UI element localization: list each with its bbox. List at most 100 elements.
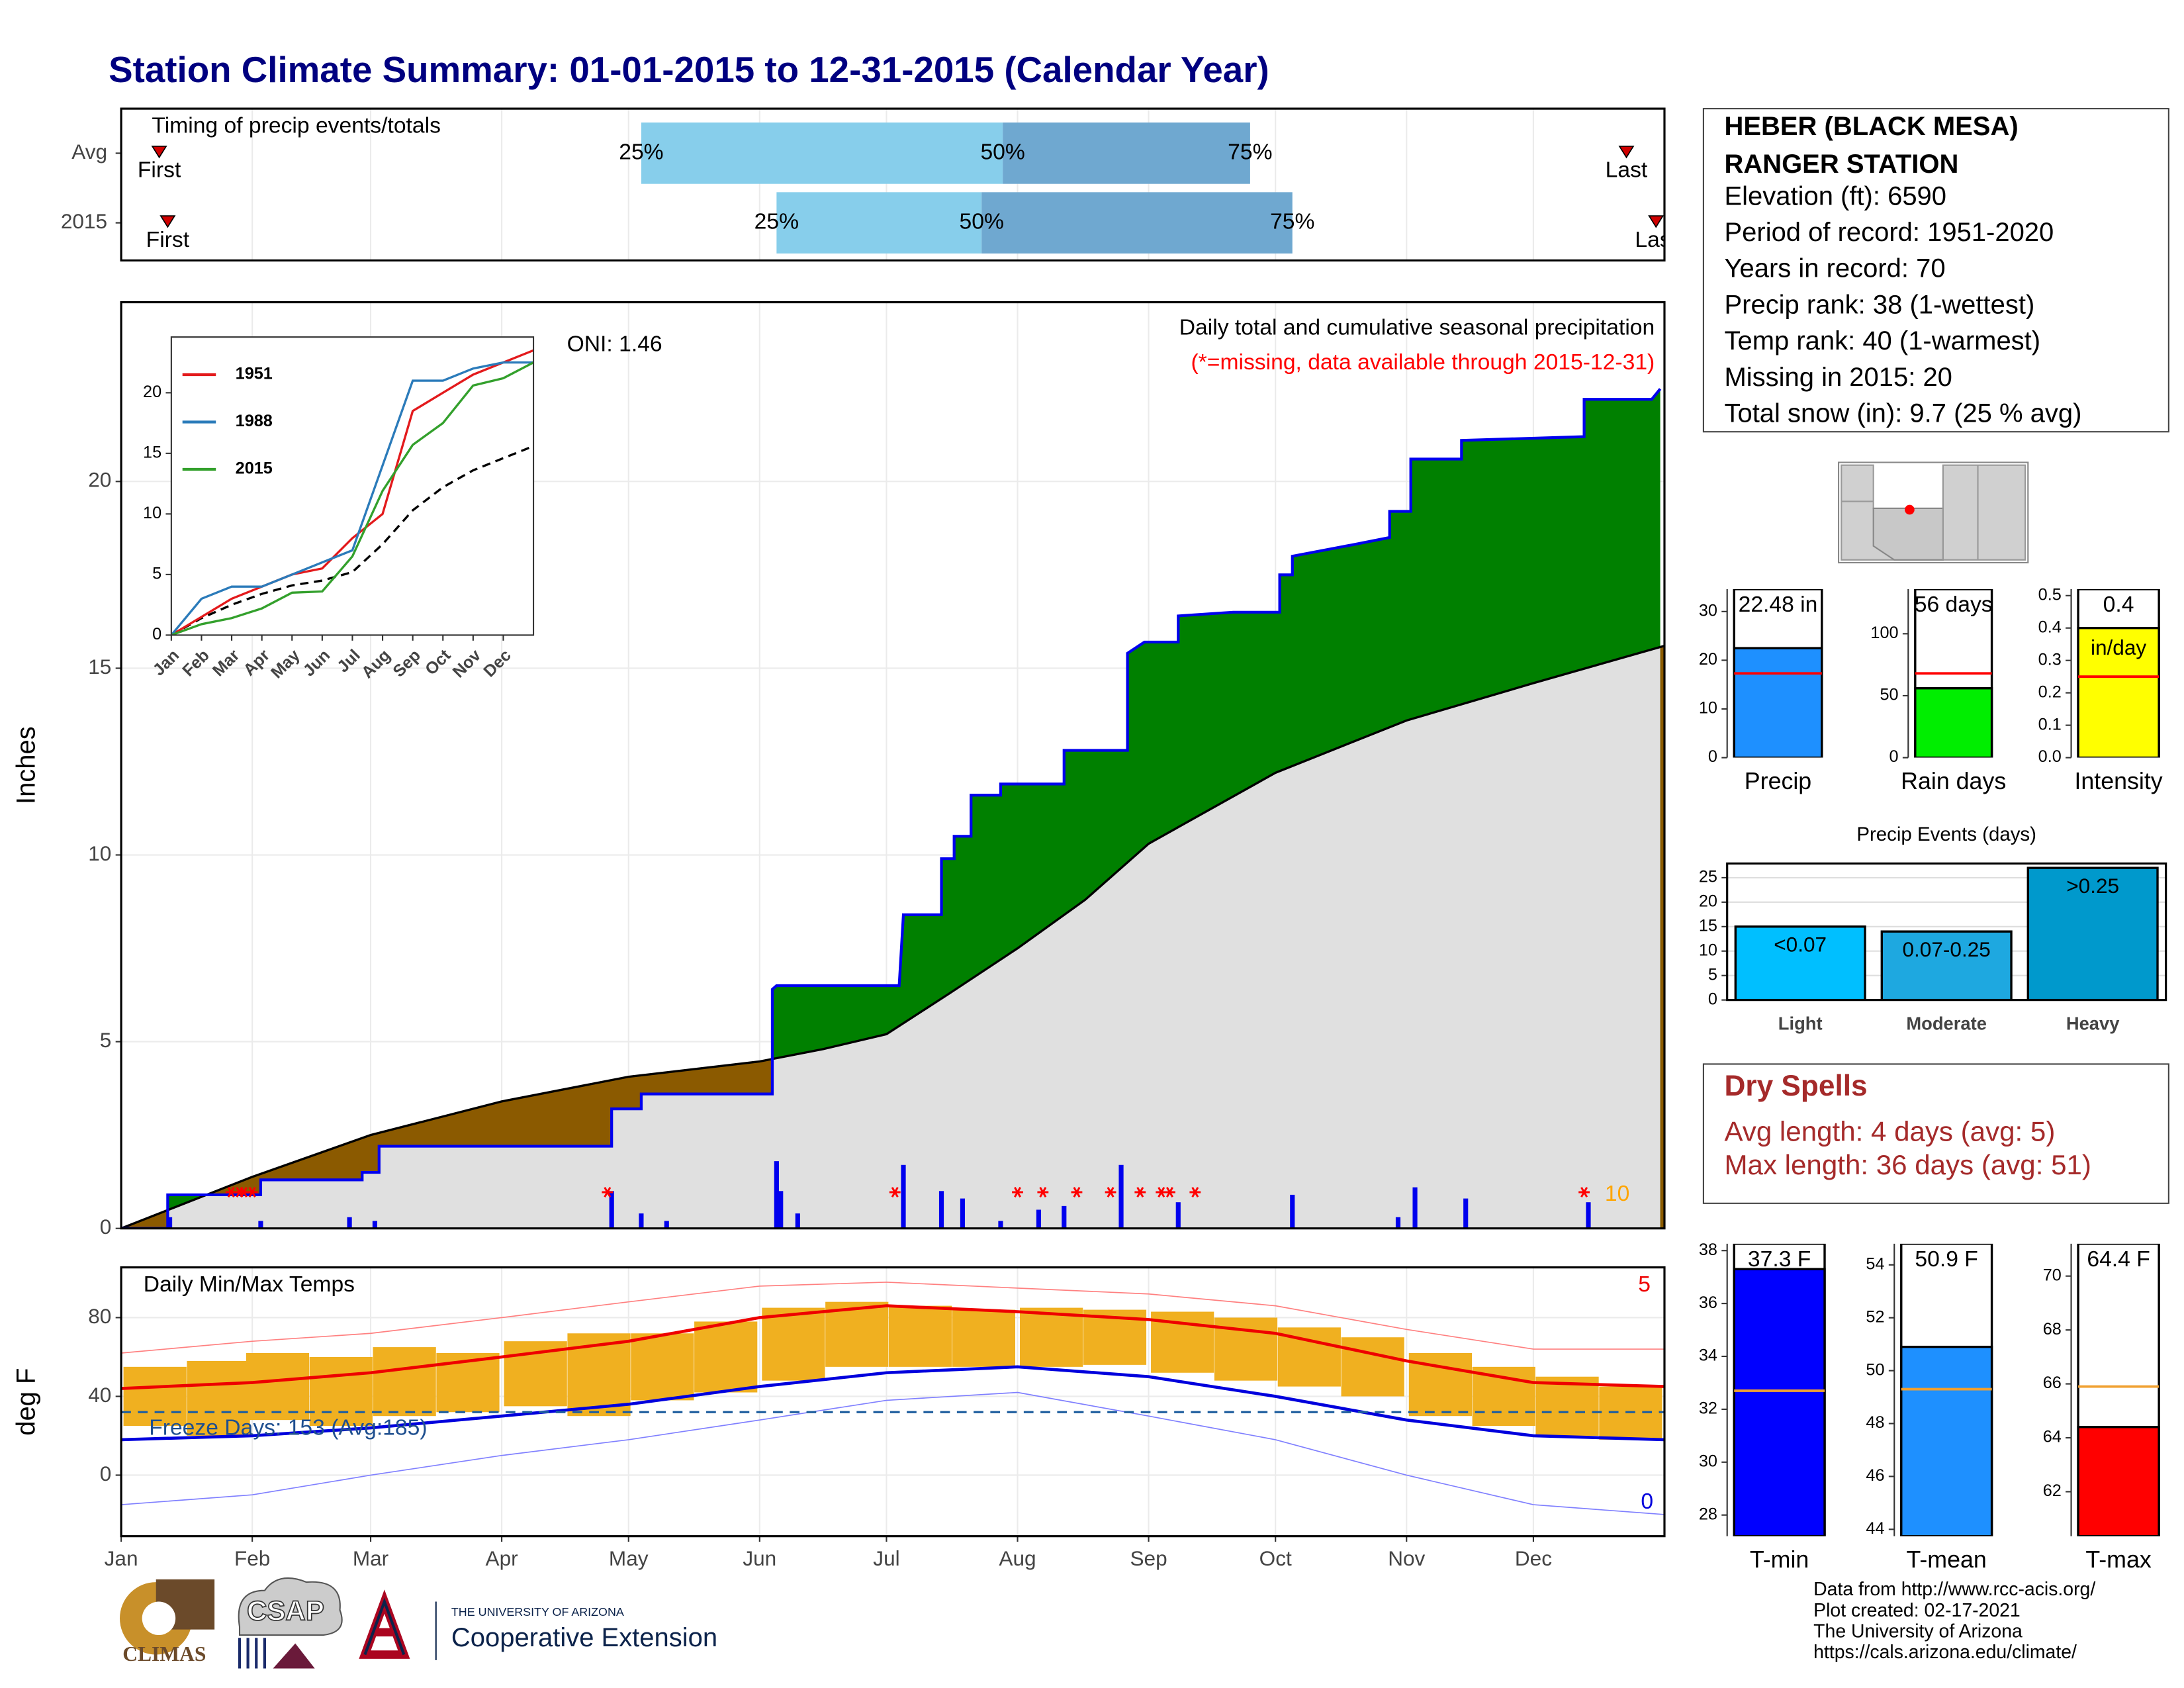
station-detail: Elevation (ft): 6590 [1724,181,1946,211]
average-min-line [121,1365,1664,1442]
chart-title: Precip Events (days) [1856,823,2036,845]
x-tick-label: Nov [1388,1546,1425,1570]
y-tick-label: 68 [2043,1320,2062,1338]
y-tick-label: 0 [152,625,161,643]
y-tick-label: 0 [100,1215,112,1239]
daily-bar [1412,1187,1418,1229]
source-line: https://cals.arizona.edu/climate/ [1813,1642,2077,1663]
y-tick-label: 46 [1866,1466,1884,1485]
bar [1914,687,1993,758]
daily-bar [998,1221,1003,1229]
legend-label: 1988 [236,412,273,430]
missing-marker [602,1186,614,1198]
y-axis-label: deg F [12,1368,41,1436]
value-label: 0.4 [2103,592,2134,617]
source-line: The University of Arizona [1813,1620,2023,1642]
y-tick-label: 0 [1708,747,1717,766]
daily-bar [372,1221,378,1229]
x-tick-label: Apr [486,1546,518,1570]
y-tick-label: 0.2 [2038,682,2062,701]
plot-area: ONI: 1.46 Daily total and cumulative seas… [121,302,1664,1229]
y-tick-label: 10 [88,841,111,865]
x-tick-label: May [609,1546,649,1570]
temp-range-bar [309,1356,373,1427]
missing-marker [246,1186,258,1198]
temp-range-bar [246,1353,310,1421]
daily-bar [1463,1198,1469,1229]
plot-area: 0.4 in/day [2077,588,2160,758]
inset-frame [170,336,535,636]
y-tick-label: 50 [1880,686,1898,704]
row-label: 2015 [61,209,107,233]
missing-marker [1578,1186,1590,1198]
event-label: First [146,228,190,252]
panel-title: Timing of precip events/totals [152,113,441,138]
y-tick-label: 20 [143,383,161,401]
y-tick-label: 0.4 [2038,618,2062,636]
daily-bar [778,1191,784,1229]
bar [1733,647,1823,758]
y-tick-label: 32 [1699,1399,1717,1418]
event-marker [1648,215,1664,228]
temp-range-bar [1472,1366,1535,1427]
y-tick-label: 20 [1699,650,1717,669]
event-label: Last [1606,158,1648,183]
category-label: T-max [2085,1546,2151,1573]
average-line [171,445,534,635]
y-tick-label: 54 [1866,1254,1884,1273]
dry-spells-line: Avg length: 4 days (avg: 5) [1724,1116,2055,1147]
plot-area: 64.4 F [2077,1243,2160,1536]
extension-name: Cooperative Extension [451,1623,717,1652]
event-marker [159,215,176,228]
category-label: Light [1778,1013,1823,1034]
temp-range-bar [762,1307,825,1381]
range-label: 0.07-0.25 [1903,937,1991,961]
y-tick-label: 70 [2043,1266,2062,1284]
climas-logo-sun [142,1601,176,1636]
missing-note: (*=missing, data available through 2015-… [1191,350,1655,375]
daily-bar [1175,1202,1181,1229]
y-tick-label: 36 [1699,1293,1717,1312]
inset-panel [171,337,534,635]
missing-marker [1037,1186,1049,1198]
y-tick-label: 62 [2043,1481,2062,1500]
x-tick-label: Oct [1259,1546,1292,1570]
y-tick-label: 30 [1699,1452,1717,1470]
y-tick-label: 100 [1870,624,1898,642]
panel-frame [120,107,1666,262]
y-tick-label: 40 [88,1383,111,1407]
y-tick-label: 10 [1699,699,1717,718]
value-label: 56 days [1915,592,1993,617]
y-tick-label: 80 [88,1304,111,1328]
plot-area: Timing of precip events/totals 25% 50% 75% F… [121,109,1677,261]
category-label: T-mean [1907,1546,1987,1573]
category-label: Moderate [1906,1013,1987,1034]
legend-label: 1951 [236,365,273,383]
ua-logo-outline [363,1597,406,1656]
plot-area: Freeze Days: 153 (Avg:185) Daily Min/Max … [121,1267,1664,1536]
y-tick-label: 20 [1699,892,1717,911]
missing-marker [1012,1186,1023,1198]
daily-bar [1036,1209,1042,1229]
panel-frame [1726,862,2167,1002]
y-tick-label: 0 [1889,747,1899,766]
daily-bar [167,1217,173,1229]
oni: ONI: 1.46 [567,332,662,357]
quantile-label: 25% [619,140,663,164]
temp-range-bar [1020,1307,1083,1367]
station-name: HEBER (BLACK MESA) [1724,112,2018,141]
bar [1733,1268,1826,1536]
page-title: Station Climate Summary: 01-01-2015 to 1… [109,49,1269,90]
record-min-line [121,1391,1664,1515]
cumulative-line [121,388,1662,1229]
plot-area: 22.48 in [1733,588,1823,758]
station-name: RANGER STATION [1724,150,1958,179]
y-tick-label: 38 [1699,1241,1717,1259]
range-label: >0.25 [2066,874,2119,898]
x-tick-label: Jun [743,1546,776,1570]
value-label: 50.9 F [1915,1247,1978,1272]
ua-name: THE UNIVERSITY OF ARIZONA [451,1605,624,1618]
y-tick-label: 25 [1699,868,1717,886]
event-label: Last [1635,228,1677,252]
daily-bar [774,1161,779,1229]
